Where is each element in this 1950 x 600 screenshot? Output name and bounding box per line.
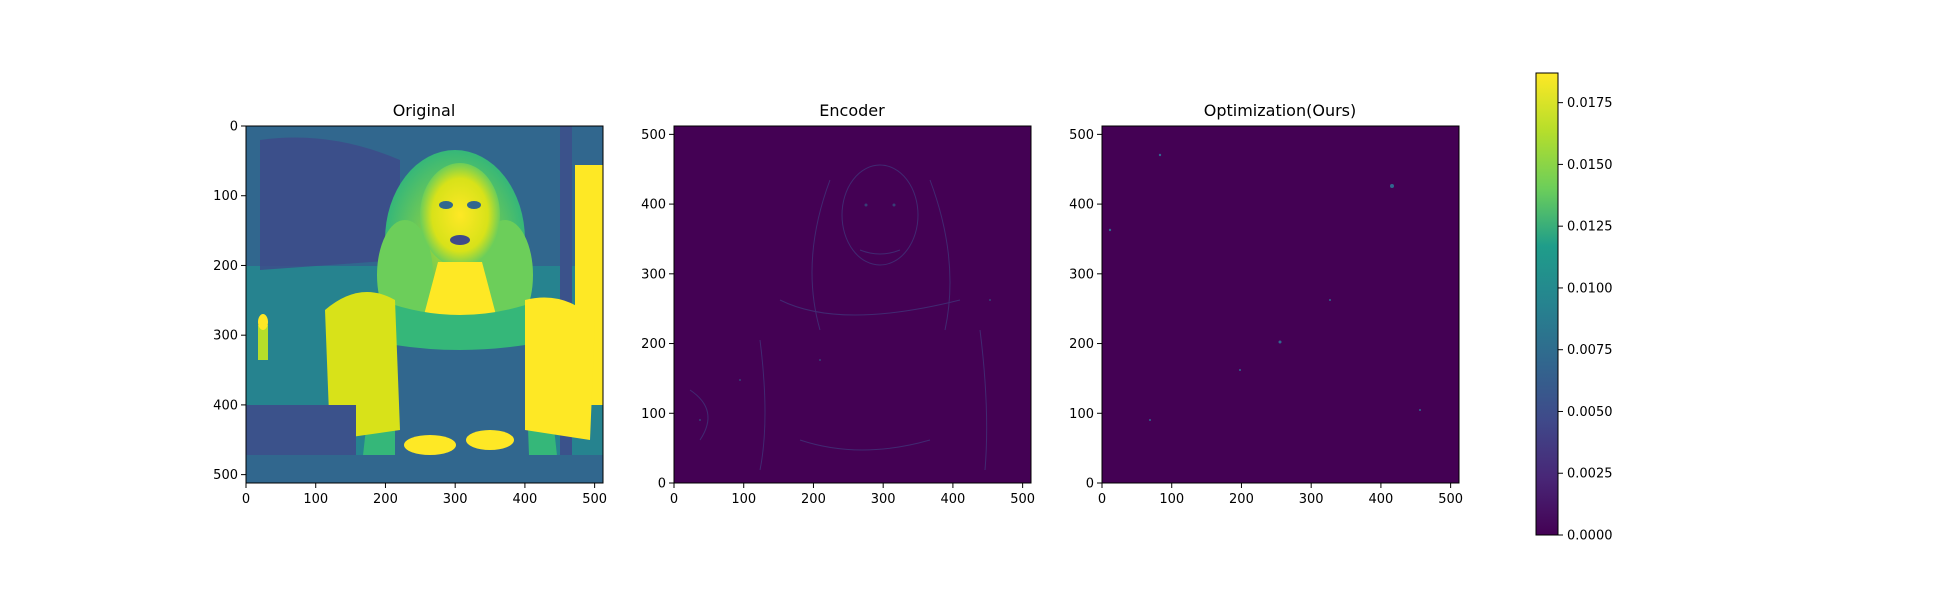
x-tick-label: 400	[512, 492, 537, 507]
y-tick-label: 500	[1069, 128, 1094, 143]
colorbar	[1535, 72, 1559, 536]
image-encoder	[673, 125, 1032, 484]
panel-original: Original	[245, 101, 604, 484]
x-tick-label: 300	[871, 492, 896, 507]
x-tick-label: 0	[670, 492, 678, 507]
y-tick-label: 100	[641, 407, 666, 422]
y-tick-label: 300	[1069, 267, 1094, 282]
y-tick-label: 100	[1069, 407, 1094, 422]
y-tick-label: 400	[213, 398, 238, 413]
y-tick-label: 500	[641, 128, 666, 143]
colorbar-tick-label: 0.0175	[1567, 96, 1613, 111]
x-tick-label: 200	[373, 492, 398, 507]
panel-title: Optimization(Ours)	[1204, 101, 1356, 120]
colorbar-tick-label: 0.0125	[1567, 220, 1613, 235]
y-tick-label: 0	[658, 477, 666, 492]
x-tick-label: 500	[582, 492, 607, 507]
panel-optimization: Optimization(Ours)	[1101, 101, 1460, 484]
panel-title: Encoder	[819, 101, 885, 120]
y-tick-label: 200	[1069, 337, 1094, 352]
image-original	[245, 125, 604, 484]
y-tick-label: 200	[641, 337, 666, 352]
colorbar-tick-label: 0.0075	[1567, 343, 1613, 358]
colorbar-tick-label: 0.0100	[1567, 281, 1613, 296]
y-tick-label: 100	[213, 189, 238, 204]
x-tick-label: 300	[1299, 492, 1324, 507]
image-optimization	[1101, 125, 1460, 484]
x-tick-label: 100	[731, 492, 756, 507]
x-tick-label: 400	[940, 492, 965, 507]
y-tick-label: 400	[1069, 198, 1094, 213]
x-tick-label: 500	[1010, 492, 1035, 507]
x-tick-label: 300	[443, 492, 468, 507]
colorbar-tick-label: 0.0050	[1567, 405, 1613, 420]
x-tick-label: 100	[303, 492, 328, 507]
x-tick-label: 0	[242, 492, 250, 507]
y-tick-label: 0	[230, 120, 238, 135]
x-tick-label: 200	[801, 492, 826, 507]
x-tick-label: 200	[1229, 492, 1254, 507]
y-tick-label: 400	[641, 198, 666, 213]
x-tick-label: 0	[1098, 492, 1106, 507]
x-tick-label: 500	[1438, 492, 1463, 507]
y-tick-label: 0	[1086, 477, 1094, 492]
x-tick-label: 100	[1159, 492, 1184, 507]
colorbar-tick-label: 0.0150	[1567, 158, 1613, 173]
y-tick-label: 200	[213, 259, 238, 274]
y-tick-label: 300	[641, 267, 666, 282]
y-tick-label: 300	[213, 329, 238, 344]
colorbar-tick-label: 0.0025	[1567, 467, 1613, 482]
panel-title: Original	[393, 101, 456, 120]
panel-encoder: Encoder	[673, 101, 1032, 484]
x-tick-label: 400	[1368, 492, 1393, 507]
y-tick-label: 500	[213, 468, 238, 483]
colorbar-tick-label: 0.0000	[1567, 529, 1613, 544]
